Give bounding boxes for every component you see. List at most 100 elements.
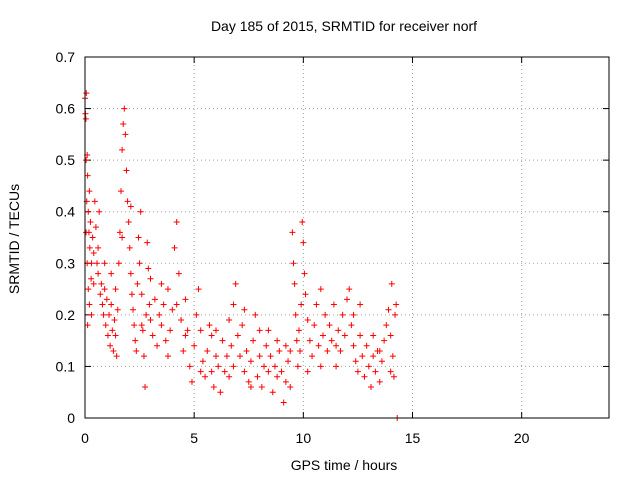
data-point	[297, 347, 304, 354]
data-point	[147, 317, 154, 324]
data-point	[267, 353, 274, 360]
data-point	[385, 306, 392, 313]
data-point	[365, 363, 372, 370]
data-point	[317, 286, 324, 293]
data-point	[319, 332, 326, 339]
data-point	[84, 172, 91, 179]
data-point	[370, 353, 377, 360]
data-point	[221, 368, 228, 375]
data-point	[354, 368, 361, 375]
data-point	[147, 275, 154, 282]
chart-title: Day 185 of 2015, SRMTID for receiver nor…	[211, 18, 477, 34]
data-point	[337, 347, 344, 354]
data-point	[115, 260, 122, 267]
data-point	[84, 322, 91, 329]
data-point	[226, 373, 233, 380]
data-point	[339, 311, 346, 318]
data-point	[333, 363, 340, 370]
data-point	[113, 353, 120, 360]
data-point	[83, 229, 90, 236]
plot-frame	[84, 56, 610, 419]
data-point	[237, 353, 244, 360]
data-point	[182, 296, 189, 303]
data-point	[289, 229, 296, 236]
data-point	[368, 384, 375, 391]
data-point	[230, 363, 237, 370]
data-point	[114, 306, 121, 313]
data-point	[357, 301, 364, 308]
data-point	[110, 347, 117, 354]
data-point	[239, 322, 246, 329]
data-point	[83, 90, 90, 97]
data-point	[109, 327, 116, 334]
data-point	[88, 311, 95, 318]
data-point	[280, 399, 287, 406]
data-point	[388, 280, 395, 287]
data-point	[118, 188, 125, 195]
x-tick-label: 15	[405, 430, 421, 446]
data-point	[125, 219, 132, 226]
data-point	[133, 347, 140, 354]
data-point	[326, 322, 333, 329]
data-point	[383, 322, 390, 329]
data-point	[381, 337, 388, 344]
data-point	[182, 332, 189, 339]
data-point	[186, 363, 193, 370]
data-point	[208, 332, 215, 339]
data-point	[298, 301, 305, 308]
data-point	[119, 234, 126, 241]
data-point	[234, 332, 241, 339]
data-point	[95, 244, 102, 251]
data-point	[101, 286, 108, 293]
data-point	[101, 260, 108, 267]
x-axis-label: GPS time / hours	[291, 457, 398, 473]
data-point	[122, 131, 129, 138]
data-point	[263, 342, 270, 349]
data-point	[167, 327, 174, 334]
data-point	[315, 342, 322, 349]
data-point	[245, 378, 252, 385]
data-point	[164, 353, 171, 360]
data-point	[178, 317, 185, 324]
data-point	[256, 353, 263, 360]
data-point	[175, 270, 182, 277]
data-point	[132, 337, 139, 344]
data-point	[387, 368, 394, 375]
data-point	[363, 342, 370, 349]
data-point	[213, 353, 219, 360]
data-point	[140, 353, 147, 360]
data-point	[350, 311, 357, 318]
data-point	[330, 301, 337, 308]
data-point	[142, 384, 149, 391]
data-point	[346, 286, 353, 293]
data-point	[223, 353, 230, 360]
data-point	[265, 368, 272, 375]
data-point	[217, 389, 224, 396]
y-tick-label: 0.2	[56, 307, 76, 323]
data-point	[173, 301, 180, 308]
data-point	[128, 291, 135, 298]
data-point	[304, 368, 311, 375]
data-point	[228, 342, 235, 349]
data-point	[162, 337, 169, 344]
data-point	[322, 311, 329, 318]
data-point	[302, 291, 309, 298]
data-point	[293, 337, 300, 344]
data-point	[202, 373, 209, 380]
data-point	[173, 219, 180, 226]
data-point	[95, 270, 102, 277]
data-point	[243, 347, 250, 354]
data-point	[333, 342, 340, 349]
data-point	[393, 301, 400, 308]
data-point	[184, 327, 191, 334]
data-point	[274, 337, 281, 344]
data-point	[292, 311, 299, 318]
data-point	[88, 275, 95, 282]
data-point	[90, 280, 97, 287]
data-point	[294, 363, 301, 370]
data-point	[392, 311, 399, 318]
data-point	[111, 317, 118, 324]
data-point	[139, 327, 146, 334]
data-point	[123, 167, 130, 174]
